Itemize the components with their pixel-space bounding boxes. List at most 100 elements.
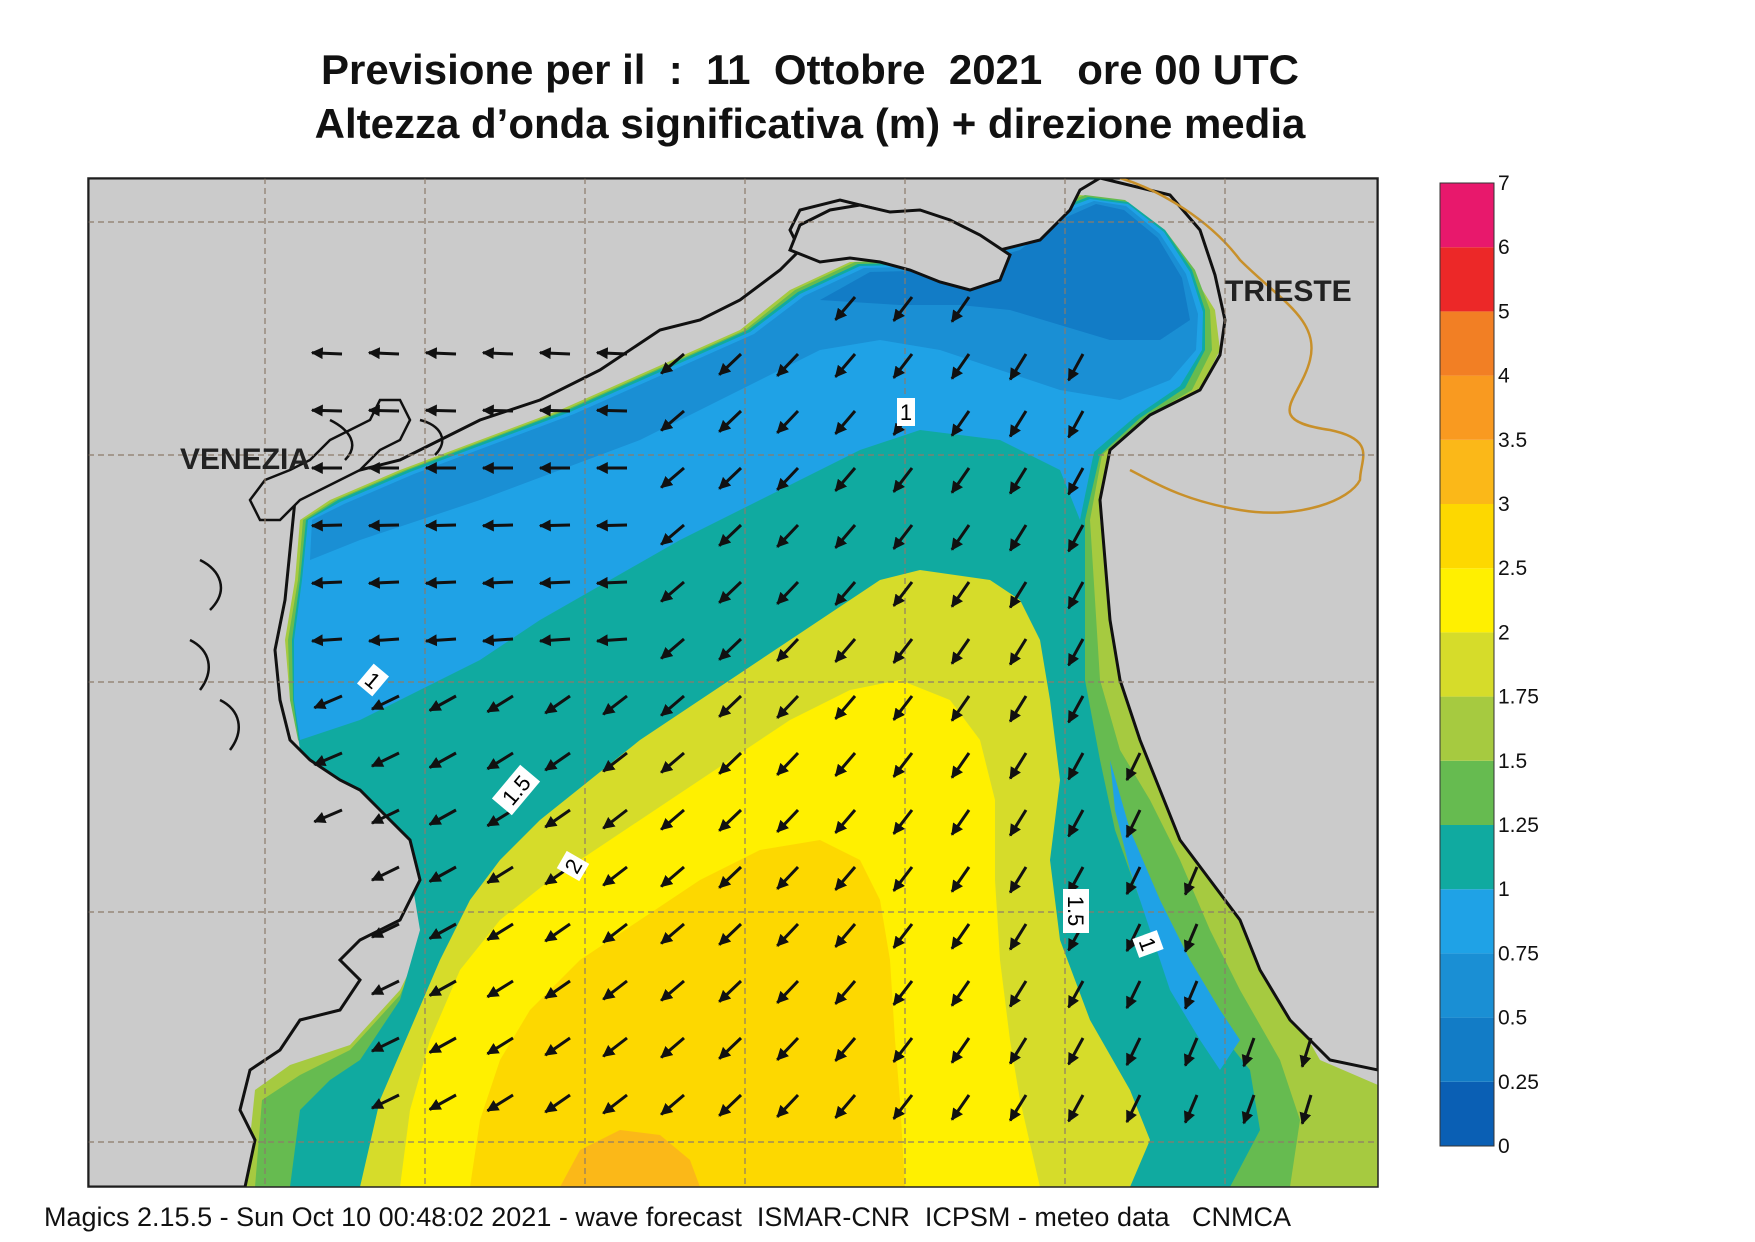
legend-swatch: [1440, 568, 1494, 633]
map-border: [87, 177, 1379, 1188]
direction-arrow: [660, 808, 685, 831]
direction-arrow: [776, 1036, 800, 1061]
legend-label: 3.5: [1498, 429, 1527, 452]
direction-arrow: [1008, 1037, 1028, 1065]
direction-arrow: [660, 409, 685, 432]
contour-label: 1: [897, 398, 915, 426]
direction-arrow: [424, 404, 457, 417]
direction-arrow: [660, 1093, 685, 1116]
legend-swatch: [1440, 632, 1494, 697]
direction-arrow: [1008, 1094, 1028, 1122]
direction-arrow: [950, 866, 971, 893]
direction-arrow: [1008, 752, 1028, 780]
direction-arrow: [1067, 752, 1085, 781]
direction-arrow: [544, 979, 571, 1000]
legend-label: 1.25: [1498, 814, 1539, 837]
direction-arrow: [1008, 809, 1028, 837]
direction-arrow: [660, 1036, 685, 1059]
direction-arrow: [718, 580, 743, 604]
direction-arrow: [950, 1037, 971, 1064]
direction-arrow: [950, 695, 971, 722]
direction-arrow: [834, 467, 857, 492]
direction-arrow: [718, 865, 743, 889]
direction-arrow: [1008, 866, 1028, 894]
direction-arrow: [892, 353, 914, 379]
direction-arrow: [595, 634, 628, 647]
direction-arrow: [950, 296, 971, 323]
direction-arrow: [1125, 866, 1142, 896]
legend-border: [1439, 182, 1495, 1147]
direction-arrow: [1067, 695, 1085, 724]
footer-credits: Magics 2.15.5 - Sun Oct 10 00:48:02 2021…: [44, 1202, 1291, 1232]
direction-arrow: [834, 752, 857, 777]
direction-arrow: [1125, 752, 1142, 782]
lagoon-channels: [189, 418, 444, 751]
direction-arrow: [1183, 923, 1199, 953]
legend-swatch: [1440, 889, 1494, 954]
direction-arrow: [428, 808, 457, 826]
direction-arrow: [834, 980, 857, 1005]
variable-title: Altezza d’onda significativa (m) + direz…: [314, 100, 1306, 147]
direction-arrow: [892, 1094, 914, 1120]
direction-arrow: [950, 410, 971, 437]
direction-arrow: [538, 519, 571, 532]
direction-arrow: [718, 922, 743, 946]
direction-arrow: [834, 809, 857, 834]
direction-arrow: [544, 1036, 571, 1057]
direction-arrow: [424, 576, 457, 589]
direction-arrow: [428, 922, 457, 940]
direction-arrow: [776, 409, 800, 434]
direction-arrow: [950, 752, 971, 779]
direction-arrow: [538, 404, 571, 417]
direction-arrow: [370, 751, 400, 768]
legend-label: 0.25: [1498, 1071, 1539, 1094]
direction-arrow: [486, 694, 514, 714]
direction-arrow: [1008, 980, 1028, 1008]
direction-arrow: [428, 751, 457, 769]
direction-arrow: [1008, 923, 1028, 951]
legend-label: 1.75: [1498, 686, 1539, 709]
contour-label: 1.5: [1063, 889, 1089, 933]
direction-arrow: [370, 922, 400, 939]
direction-arrow: [1067, 809, 1085, 838]
direction-arrow: [424, 634, 457, 647]
direction-arrow: [486, 1036, 514, 1056]
direction-arrow: [367, 634, 400, 647]
direction-arrow: [367, 519, 400, 532]
direction-arrow: [602, 1036, 628, 1058]
direction-arrow: [718, 352, 743, 376]
legend-swatch: [1440, 183, 1494, 248]
direction-arrow: [313, 808, 343, 824]
direction-arrow: [424, 347, 457, 360]
direction-arrow: [776, 580, 800, 605]
direction-arrow: [950, 467, 971, 494]
direction-arrow: [660, 523, 685, 546]
direction-arrow: [834, 923, 857, 948]
direction-arrow: [595, 576, 628, 589]
direction-arrow: [834, 866, 857, 891]
legend-label: 6: [1498, 236, 1510, 259]
direction-arrow: [481, 634, 514, 647]
direction-arrow: [486, 922, 514, 942]
direction-arrow: [950, 353, 971, 380]
direction-arrow: [1067, 1037, 1085, 1066]
direction-arrow: [1067, 467, 1085, 496]
direction-arrow: [538, 576, 571, 589]
direction-arrow: [538, 347, 571, 360]
direction-arrow: [602, 865, 628, 887]
direction-arrow: [1067, 353, 1085, 382]
direction-arrow: [367, 404, 400, 417]
legend-label: 4: [1498, 365, 1510, 388]
direction-arrow: [544, 1093, 571, 1114]
direction-arrow: [776, 694, 800, 719]
direction-arrow: [950, 638, 971, 665]
legend-swatch: [1440, 439, 1494, 504]
direction-arrow: [718, 979, 743, 1003]
direction-arrow: [538, 634, 571, 647]
direction-arrow: [370, 979, 400, 996]
direction-arrow: [892, 467, 914, 493]
legend-swatch: [1440, 1017, 1494, 1082]
direction-arrow: [950, 581, 971, 608]
direction-arrow: [486, 865, 514, 885]
